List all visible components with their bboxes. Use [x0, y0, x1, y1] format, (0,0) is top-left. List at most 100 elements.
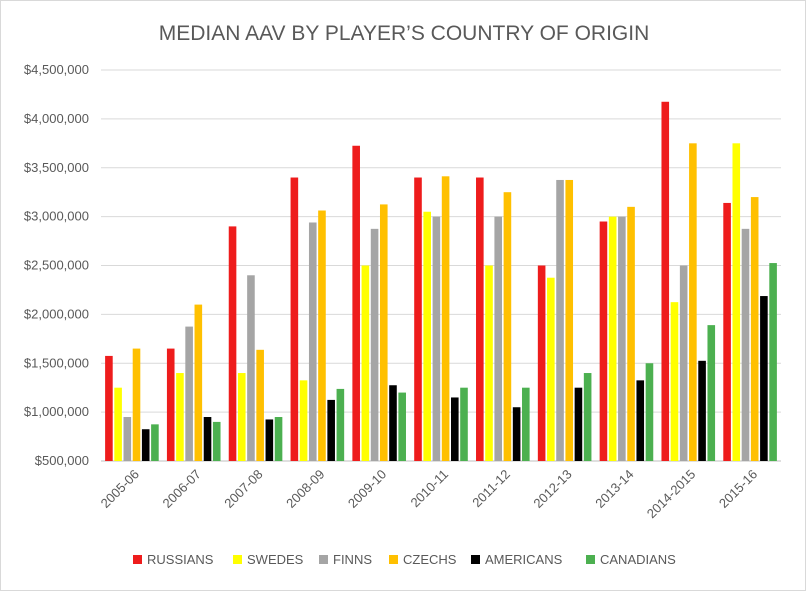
- bar-finns-2006-07: [185, 326, 193, 461]
- y-tick-label: $1,500,000: [24, 355, 89, 370]
- x-tick-label: 2012-13: [530, 467, 574, 511]
- x-tick-label: 2008-09: [283, 467, 327, 511]
- legend-label-russians: RUSSIANS: [147, 552, 214, 567]
- bar-swedes-2005-06: [114, 387, 122, 461]
- bar-americans-2010-11: [451, 397, 459, 461]
- bar-americans-2006-07: [203, 417, 212, 461]
- bar-swedes-2006-07: [176, 373, 184, 461]
- bar-canadians-2005-06: [151, 424, 159, 461]
- bar-czechs-2012-13: [565, 179, 574, 461]
- y-tick-label: $2,500,000: [24, 258, 89, 273]
- bar-finns-2008-09: [308, 222, 317, 461]
- bar-finns-2010-11: [432, 216, 441, 461]
- bar-americans-2013-14: [636, 380, 645, 461]
- bar-russians-2013-14: [599, 221, 608, 461]
- x-tick-label: 2006-07: [159, 467, 203, 511]
- x-tick-label: 2011-12: [469, 467, 513, 511]
- chart-title: MEDIAN AAV BY PLAYER’S COUNTRY OF ORIGIN: [159, 22, 650, 45]
- legend: RUSSIANS SWEDES FINNS CZECHS AMERICANS CANADI…: [133, 552, 676, 567]
- bar-czechs-2015-16: [750, 197, 759, 461]
- y-axis-ticks: $500,000 $1,000,000 $1,500,000 $2,000,000 $2…: [24, 62, 89, 468]
- bar-americans-2014-2015: [698, 360, 706, 461]
- legend-swatch-russians: [133, 555, 142, 564]
- bar-americans-2012-13: [574, 387, 583, 461]
- bar-russians-2015-16: [723, 202, 731, 461]
- bar-swedes-2007-08: [237, 373, 246, 461]
- bar-czechs-2005-06: [132, 348, 141, 461]
- x-axis-ticks: 2005-06 2006-07 2007-08 2008-09 2009-10 2010-…: [98, 467, 761, 522]
- bar-americans-2007-08: [265, 419, 274, 461]
- bar-swedes-2012-13: [547, 277, 555, 461]
- y-tick-label: $3,000,000: [24, 209, 89, 224]
- x-tick-label: 2007-08: [221, 467, 265, 511]
- bar-finns-2007-08: [247, 275, 255, 461]
- bar-canadians-2007-08: [274, 417, 283, 461]
- bar-americans-2005-06: [141, 429, 150, 461]
- legend-label-swedes: SWEDES: [247, 552, 304, 567]
- bar-russians-2010-11: [414, 177, 422, 461]
- legend-label-czechs: CZECHS: [403, 552, 457, 567]
- legend-swatch-czechs: [389, 555, 398, 564]
- bar-americans-2009-10: [389, 385, 397, 461]
- bar-canadians-2008-09: [336, 388, 345, 461]
- x-tick-label: 2014-2015: [644, 467, 699, 522]
- bar-czechs-2013-14: [627, 206, 635, 461]
- y-tick-label: $4,000,000: [24, 111, 89, 126]
- x-tick-label: 2015-16: [716, 467, 760, 511]
- bar-czechs-2010-11: [441, 176, 450, 461]
- bar-swedes-2011-12: [485, 265, 493, 461]
- bar-czechs-2011-12: [503, 192, 512, 461]
- bar-canadians-2014-2015: [707, 325, 716, 461]
- x-tick-label: 2010-11: [407, 467, 451, 511]
- bar-czechs-2007-08: [256, 349, 264, 461]
- bar-swedes-2014-2015: [670, 302, 679, 461]
- bar-czechs-2008-09: [318, 210, 326, 461]
- bar-russians-2008-09: [290, 177, 299, 461]
- legend-swatch-finns: [319, 555, 328, 564]
- bar-czechs-2006-07: [194, 304, 203, 461]
- y-tick-label: $4,500,000: [24, 62, 89, 77]
- bar-americans-2011-12: [512, 407, 521, 461]
- x-tick-label: 2005-06: [98, 467, 142, 511]
- bar-russians-2005-06: [105, 355, 113, 461]
- bar-swedes-2010-11: [423, 211, 431, 461]
- legend-label-finns: FINNS: [333, 552, 372, 567]
- legend-label-canadians: CANADIANS: [600, 552, 676, 567]
- bar-americans-2015-16: [760, 296, 768, 461]
- bar-canadians-2006-07: [212, 421, 221, 461]
- bar-swedes-2013-14: [608, 216, 617, 461]
- x-tick-label: 2013-14: [592, 467, 636, 511]
- bar-russians-2007-08: [228, 226, 237, 461]
- legend-label-americans: AMERICANS: [485, 552, 563, 567]
- bars: [105, 101, 777, 462]
- bar-canadians-2013-14: [645, 363, 654, 461]
- bar-russians-2014-2015: [661, 101, 670, 462]
- bar-russians-2009-10: [352, 145, 360, 461]
- bar-swedes-2015-16: [732, 143, 741, 461]
- y-tick-label: $1,000,000: [24, 404, 89, 419]
- bar-russians-2011-12: [476, 177, 484, 461]
- bar-finns-2012-13: [556, 179, 564, 461]
- bar-finns-2009-10: [370, 228, 379, 461]
- bar-finns-2015-16: [741, 228, 750, 461]
- bar-canadians-2012-13: [583, 373, 592, 461]
- bar-canadians-2010-11: [460, 387, 468, 461]
- y-tick-label: $500,000: [35, 453, 89, 468]
- bar-russians-2012-13: [537, 265, 546, 461]
- y-tick-label: $3,500,000: [24, 160, 89, 175]
- legend-swatch-americans: [471, 555, 480, 564]
- bar-canadians-2015-16: [769, 263, 777, 461]
- bar-swedes-2008-09: [299, 380, 308, 461]
- bar-russians-2006-07: [166, 348, 175, 461]
- legend-swatch-swedes: [233, 555, 242, 564]
- y-tick-label: $2,000,000: [24, 306, 89, 321]
- x-tick-label: 2009-10: [345, 467, 389, 511]
- bar-finns-2011-12: [494, 216, 503, 461]
- bar-czechs-2014-2015: [689, 143, 697, 461]
- bar-finns-2014-2015: [679, 265, 688, 461]
- bar-finns-2013-14: [618, 216, 626, 461]
- bar-finns-2005-06: [123, 417, 132, 461]
- bar-czechs-2009-10: [379, 204, 388, 461]
